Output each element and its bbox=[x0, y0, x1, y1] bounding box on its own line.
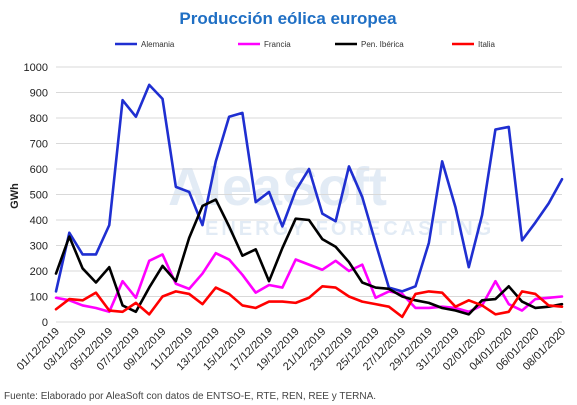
series-line-0 bbox=[54, 83, 564, 293]
y-tick-label: 200 bbox=[30, 266, 48, 278]
y-axis-ticks: 0 100 200 300 400 500 600 700 800 900 1000 bbox=[24, 62, 48, 329]
y-tick-label: 900 bbox=[30, 88, 48, 100]
y-tick-label: 600 bbox=[30, 164, 48, 176]
chart-title: Producción eólica europea bbox=[179, 9, 397, 28]
y-tick-label: 400 bbox=[30, 215, 48, 227]
watermark-tagline: ENERGY FORECASTING bbox=[205, 218, 494, 240]
y-tick-label: 800 bbox=[30, 113, 48, 125]
y-tick-label: 300 bbox=[30, 241, 48, 253]
x-axis-ticks: 01/12/201903/12/201905/12/201907/12/2019… bbox=[15, 326, 568, 373]
y-tick-label: 500 bbox=[30, 190, 48, 202]
y-tick-label: 700 bbox=[30, 139, 48, 151]
source-note: Fuente: Elaborado por AleaSoft con datos… bbox=[4, 391, 376, 402]
legend-entry: Alemania bbox=[141, 40, 175, 49]
legend-entry: Pen. Ibérica bbox=[361, 40, 404, 49]
legend-entry: Italia bbox=[478, 40, 495, 49]
y-tick-label: 0 bbox=[42, 317, 48, 329]
y-tick-label: 100 bbox=[30, 292, 48, 304]
y-axis-label: GWh bbox=[9, 183, 21, 209]
legend: Alemania Francia Pen. Ibérica Italia bbox=[115, 40, 495, 49]
series-line-3 bbox=[54, 284, 564, 319]
series-line-1 bbox=[54, 251, 564, 314]
y-tick-label: 1000 bbox=[24, 62, 48, 74]
series-lines bbox=[54, 83, 564, 319]
legend-entry: Francia bbox=[264, 40, 291, 49]
